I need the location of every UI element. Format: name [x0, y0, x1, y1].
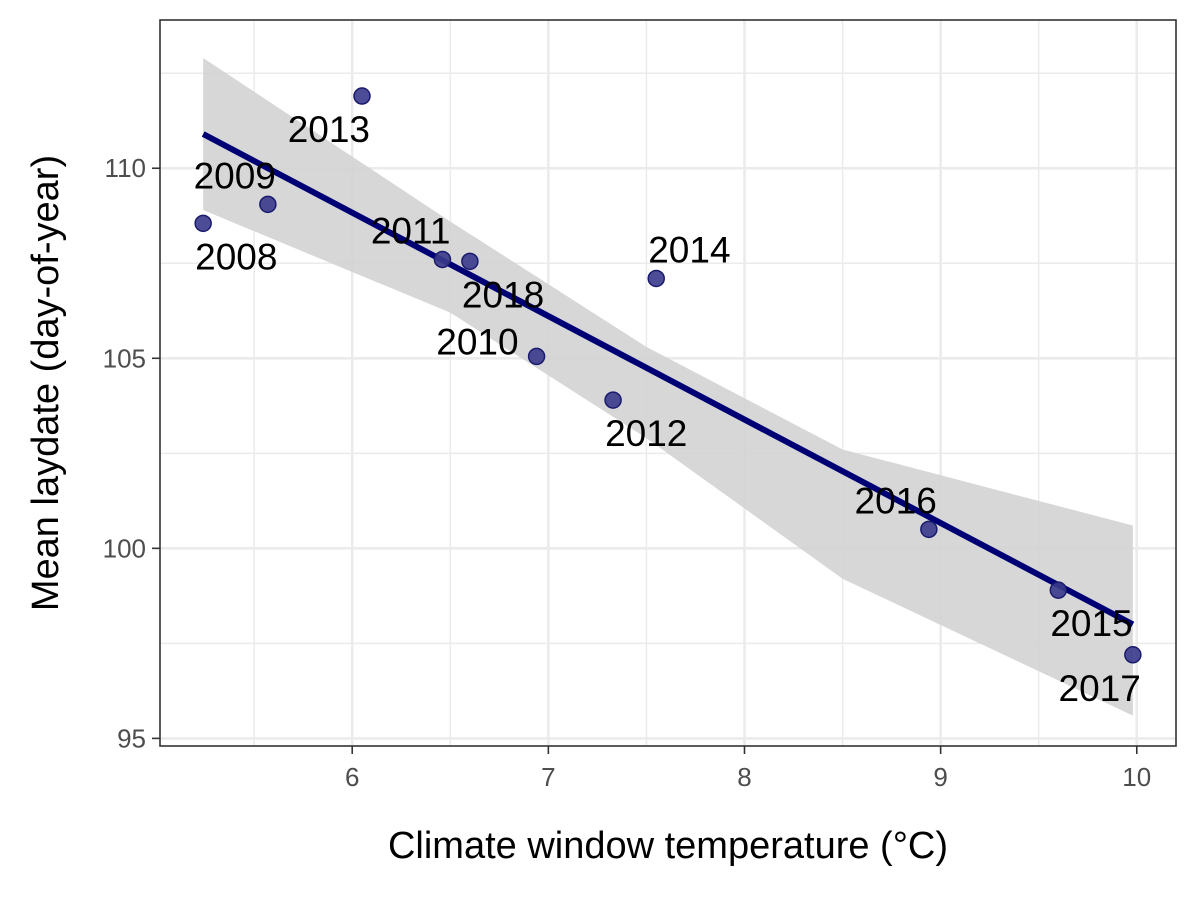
data-points [194, 87, 1142, 664]
point-label-2008: 2008 [195, 236, 277, 277]
x-axis-title: Climate window temperature (°C) [388, 825, 948, 867]
point-label-2015: 2015 [1050, 603, 1132, 644]
x-tick-label: 9 [933, 762, 947, 792]
point-label-2016: 2016 [855, 480, 937, 521]
y-tick-label: 105 [103, 343, 146, 373]
y-tick-label: 110 [105, 153, 146, 183]
point-label-2013: 2013 [288, 109, 370, 150]
point-label-2009: 2009 [194, 155, 276, 196]
data-point-2018 [461, 252, 479, 271]
axes: 6 7 8 9 10 95 100 105 110 [103, 153, 1152, 792]
x-tick-label: 7 [541, 762, 555, 792]
data-point-2014 [647, 269, 665, 288]
y-tick-label: 100 [103, 533, 146, 563]
point-label-2014: 2014 [648, 229, 730, 270]
x-tick-label: 6 [345, 762, 359, 792]
data-point-2008 [194, 214, 212, 233]
data-point-2015 [1049, 581, 1068, 599]
data-point-2016 [920, 520, 938, 539]
data-point-2017 [1124, 646, 1142, 664]
data-point-2009 [259, 195, 277, 214]
y-axis-title: Mean laydate (day-of-year) [25, 155, 67, 611]
x-tick-label: 8 [737, 762, 751, 792]
point-label-2018: 2018 [462, 274, 544, 315]
confidence-band [203, 58, 1133, 716]
confidence-band-group [203, 58, 1133, 716]
y-tick-label: 95 [117, 723, 146, 753]
regression-line-group [201, 131, 1135, 628]
data-point-2011 [433, 250, 452, 269]
data-point-2010 [527, 347, 546, 366]
data-point-2012 [604, 391, 622, 409]
point-label-2011: 2011 [371, 210, 451, 251]
regression-line [201, 131, 1135, 628]
point-label-2010: 2010 [436, 321, 518, 362]
point-label-2017: 2017 [1059, 668, 1141, 709]
x-tick-label: 10 [1122, 762, 1151, 792]
data-point-2013 [353, 87, 371, 105]
panel-border [159, 19, 1177, 747]
point-labels: 2008 2009 2010 2011 2012 2013 2014 2015 2016 2017… [194, 109, 1141, 709]
point-label-2012: 2012 [605, 413, 687, 454]
